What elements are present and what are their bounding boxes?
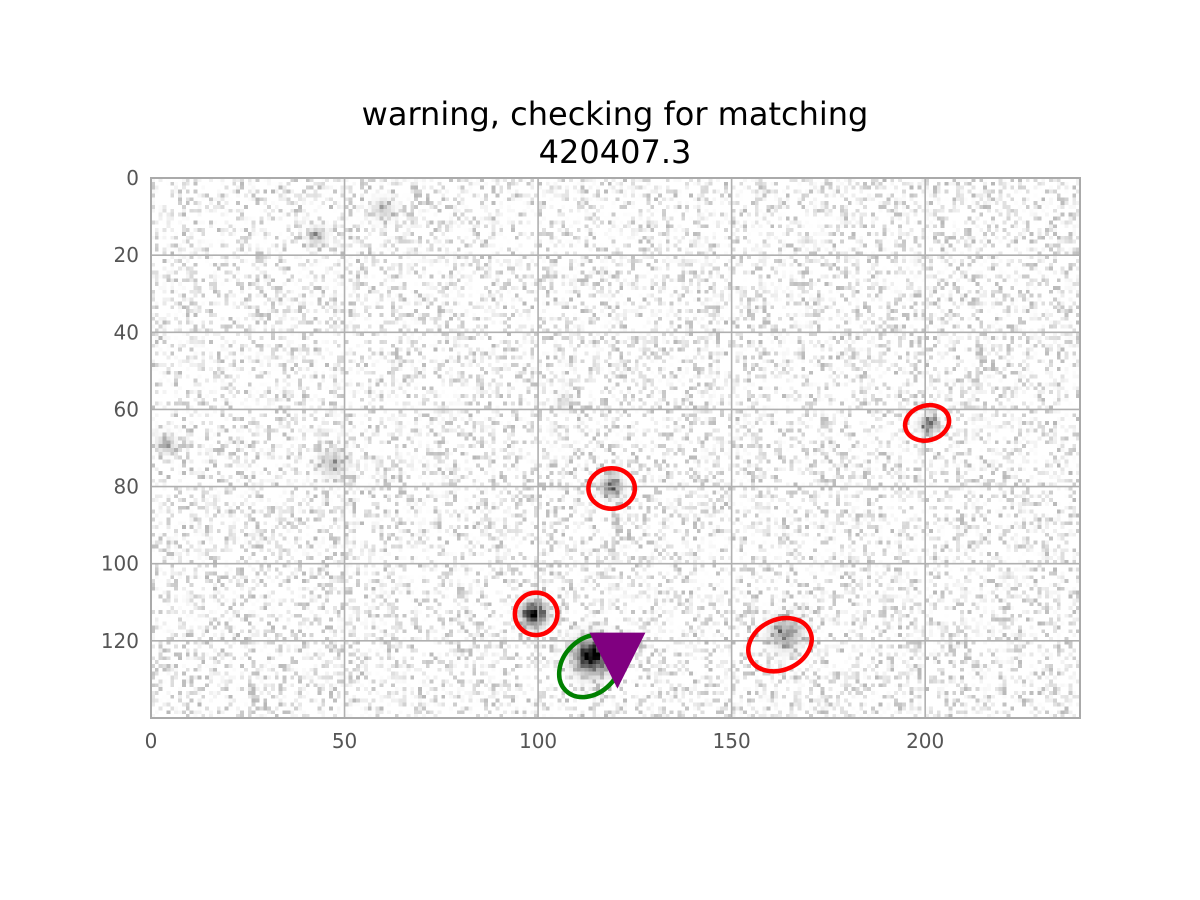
y-tick-label: 100	[101, 552, 139, 576]
x-tick-label: 150	[713, 729, 751, 753]
overlays	[512, 402, 952, 700]
chart-title-line-2: 420407.3	[539, 133, 692, 171]
y-tick-label: 120	[101, 629, 139, 653]
x-tick-label: 50	[332, 729, 357, 753]
x-tick-label: 200	[906, 729, 944, 753]
x-tick-label: 100	[519, 729, 557, 753]
y-axis-ticks: 0 20 40 60 80 100 120	[101, 166, 139, 653]
x-axis-ticks: 0 50 100 150 200	[145, 729, 945, 753]
red-ellipse	[902, 402, 952, 443]
red-ellipse	[746, 615, 814, 674]
red-ellipse	[512, 590, 560, 638]
x-tick-label: 0	[145, 729, 158, 753]
y-tick-label: 0	[126, 166, 139, 190]
y-tick-label: 80	[114, 475, 139, 499]
y-tick-label: 20	[114, 243, 139, 267]
y-tick-label: 60	[114, 397, 139, 421]
y-tick-label: 40	[114, 320, 139, 344]
red-ellipse	[586, 466, 638, 511]
plot-frame	[150, 177, 1081, 719]
chart-title-line-1: warning, checking for matching	[362, 95, 869, 133]
chart-title: warning, checking for matching 420407.3	[362, 95, 869, 171]
triangle-down-marker	[589, 632, 646, 689]
